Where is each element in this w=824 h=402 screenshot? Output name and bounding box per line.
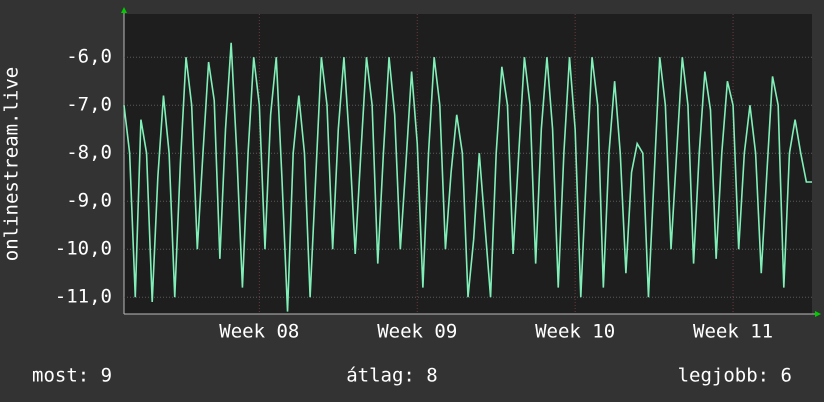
x-tick-label: Week 08	[219, 321, 299, 343]
plot-area	[124, 14, 812, 314]
x-tick-label: Week 09	[377, 321, 457, 343]
y-tick-label: -7,0	[66, 94, 112, 116]
y-tick-label: -6,0	[66, 46, 112, 68]
y-arrow	[121, 7, 127, 13]
y-tick-label: -11,0	[55, 286, 112, 308]
x-arrow	[815, 311, 821, 317]
y-tick-label: -10,0	[55, 238, 112, 260]
y-tick-label: -8,0	[66, 142, 112, 164]
stat-average: átlag: 8	[346, 365, 438, 387]
x-tick-label: Week 10	[535, 321, 615, 343]
data-line	[123, 42, 812, 312]
stat-current: most: 9	[32, 365, 112, 387]
y-tick-label: -9,0	[66, 190, 112, 212]
y-axis-label: onlinestream.live	[1, 67, 23, 261]
stat-max: legjobb: 6	[678, 365, 792, 387]
x-tick-label: Week 11	[693, 321, 773, 343]
